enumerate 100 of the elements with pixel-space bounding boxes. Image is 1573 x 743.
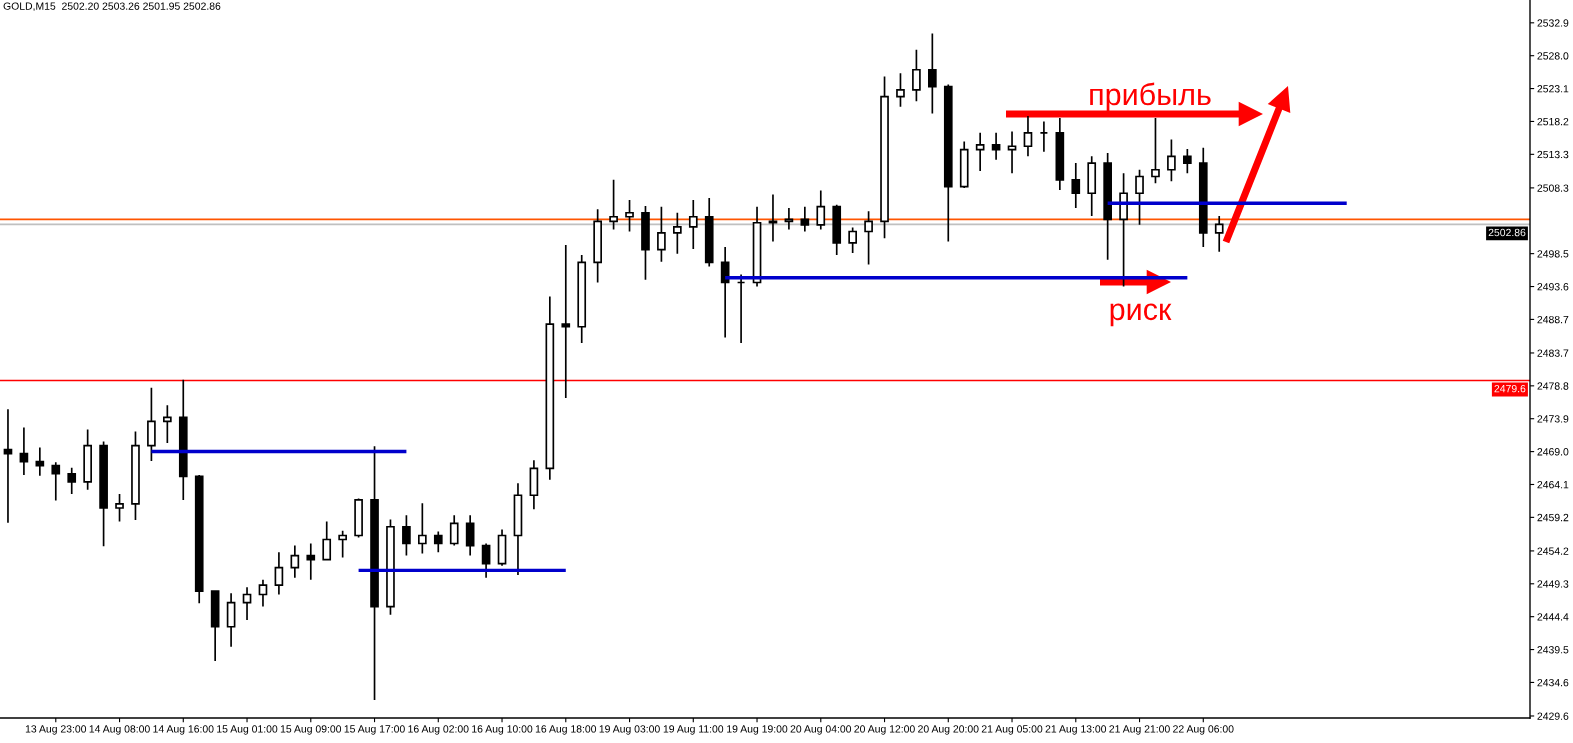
x-tick-label: 19 Aug 19:00 [727, 725, 788, 735]
candlestick [322, 520, 332, 562]
annotation: прибыль [1090, 82, 1211, 112]
candlestick [1167, 138, 1176, 183]
y-tick-label: 2429.6 [1537, 712, 1569, 720]
y-tick-label: 2513.3 [1537, 150, 1569, 159]
candlestick [1103, 152, 1112, 261]
candlestick [513, 482, 523, 576]
y-tick-label: 2444.4 [1537, 613, 1569, 621]
candlestick [641, 205, 650, 281]
y-tick-label: 2478.8 [1537, 382, 1569, 390]
x-tick-label: 16 Aug 10:00 [472, 725, 533, 735]
candlestick [99, 440, 108, 548]
annotation: риск [1110, 303, 1172, 327]
candlestick [274, 551, 284, 596]
candlestick [800, 205, 810, 233]
candlestick [131, 430, 140, 521]
candlestick [752, 205, 762, 288]
candlestick [816, 189, 826, 231]
y-tick-label: 2493.6 [1537, 283, 1569, 291]
y-tick-label: 2439.5 [1537, 646, 1569, 654]
candlestick [529, 459, 539, 511]
candlestick [1198, 146, 1208, 248]
candlestick [657, 205, 666, 263]
x-tick-label: 21 Aug 13:00 [1045, 725, 1107, 735]
candlestick [194, 474, 204, 605]
candlestick [991, 132, 1001, 161]
candlestick [1183, 148, 1192, 174]
x-tick-label: 14 Aug 08:00 [89, 725, 150, 735]
x-tick-label: 19 Aug 11:00 [663, 725, 724, 735]
candlestick [370, 445, 379, 701]
candlestick [943, 83, 953, 243]
ref-line-label: 2479.6 [1494, 384, 1526, 393]
candlestick [1135, 168, 1144, 226]
y-tick-label: 2518.2 [1537, 117, 1569, 126]
x-tick-label: 20 Aug 12:00 [854, 725, 915, 735]
candlestick [83, 428, 92, 491]
candlestick [561, 244, 571, 399]
x-tick-label: 13 Aug 23:00 [25, 725, 87, 735]
y-tick-label: 2488.7 [1537, 315, 1569, 324]
candlestick [386, 518, 395, 616]
candlestick [35, 446, 45, 477]
candlestick [418, 502, 427, 555]
y-tick-label: 2473.9 [1537, 415, 1569, 423]
candlestick [3, 408, 13, 524]
candlestick [1071, 162, 1081, 209]
y-tick-label: 2464.1 [1537, 480, 1569, 489]
candlestick [673, 211, 682, 255]
y-tick-label: 2528.0 [1537, 52, 1569, 60]
x-tick-label: 16 Aug 02:00 [408, 725, 469, 735]
candlestick [115, 493, 124, 523]
x-tick-label: 20 Aug 20:00 [918, 725, 979, 735]
y-tick-label: 2498.5 [1537, 250, 1569, 258]
candlestick [1214, 215, 1224, 253]
x-tick-label: 20 Aug 04:00 [790, 725, 852, 735]
candlestick [210, 590, 220, 662]
candlestick [402, 514, 411, 557]
candlestick [768, 193, 778, 243]
candlestick [975, 132, 985, 172]
candlestick [19, 426, 29, 476]
candlestick [354, 497, 363, 539]
candlestick [497, 528, 507, 567]
candlestick [1055, 117, 1065, 191]
x-tick-label: 16 Aug 18:00 [535, 725, 597, 735]
candlestick [449, 514, 459, 547]
candlestick [178, 378, 188, 501]
candlestick [832, 203, 842, 256]
candlestick [1039, 120, 1049, 153]
candlestick [338, 529, 347, 559]
candlestick [1007, 130, 1017, 174]
candlestick [928, 32, 937, 115]
x-tick-label: 21 Aug 21:00 [1109, 725, 1170, 735]
candlestick [1023, 115, 1033, 158]
x-tick-label: 14 Aug 16:00 [153, 725, 214, 735]
x-tick-label: 15 Aug 01:00 [217, 725, 278, 735]
candlestick [433, 530, 443, 554]
x-tick-label: 22 Aug 06:00 [1173, 725, 1234, 735]
candlestick [720, 246, 730, 339]
y-tick-label: 2508.3 [1537, 184, 1569, 192]
x-tick-label: 19 Aug 03:00 [599, 725, 660, 735]
candlestick [784, 207, 794, 231]
candlestick [1087, 155, 1097, 217]
candlestick [67, 466, 77, 495]
y-tick-label: 2434.6 [1537, 678, 1569, 687]
x-tick-label: 15 Aug 17:00 [344, 725, 405, 735]
candlestick [896, 72, 905, 108]
candlestick [290, 544, 300, 579]
candlestick [258, 578, 268, 608]
candlestick [1151, 117, 1160, 185]
candlestick [848, 226, 857, 254]
candlestick [147, 387, 156, 462]
candlestick [306, 542, 316, 581]
candlestick [242, 586, 252, 621]
candlestick [704, 197, 714, 268]
candlestick [465, 514, 475, 557]
candlestick [163, 404, 172, 444]
x-tick-label: 15 Aug 09:00 [280, 725, 342, 735]
candlestick [226, 592, 236, 648]
candlestick [1119, 172, 1128, 288]
candlestick [481, 542, 491, 579]
